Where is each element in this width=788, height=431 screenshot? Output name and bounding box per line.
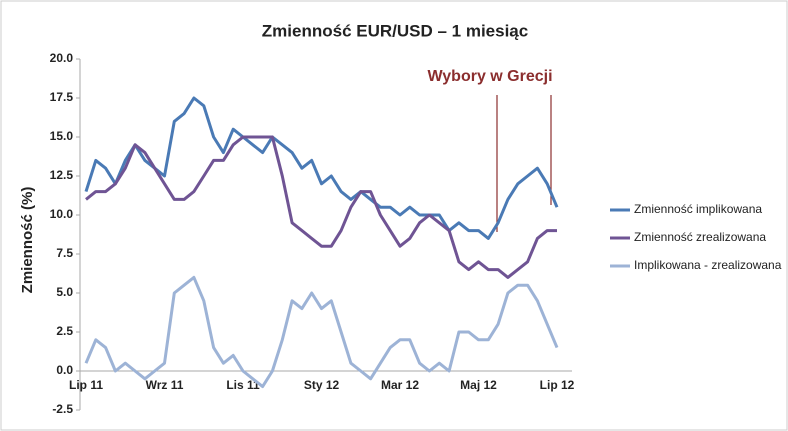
annotation: Wybory w Grecji	[427, 68, 552, 85]
series-line	[84, 275, 559, 389]
y-tick-label: 0.0	[56, 363, 73, 377]
x-tick-label: Maj 12	[460, 378, 497, 392]
legend-label: Zmienność implikowana	[634, 202, 762, 216]
series-line	[85, 135, 557, 279]
y-tick-label: 20.0	[50, 51, 74, 65]
x-tick-label: Lip 11	[69, 378, 103, 392]
x-tick-label: Sty 12	[304, 378, 340, 392]
y-tick-label: 2.5	[56, 324, 73, 338]
legend-label: Zmienność zrealizowana	[634, 230, 766, 244]
y-axis-label: Zmienność (%)	[19, 187, 36, 294]
chart-title: Zmienność EUR/USD – 1 miesiąc	[262, 21, 528, 40]
y-tick-label: 12.5	[50, 168, 74, 182]
y-tick-label: 5.0	[56, 285, 73, 299]
series-line	[84, 96, 559, 240]
y-tick-label: 15.0	[50, 129, 74, 143]
y-tick-label: 7.5	[56, 246, 73, 260]
x-tick-label: Lip 12	[540, 378, 575, 392]
legend-label: Implikowana - zrealizowana	[634, 258, 782, 272]
y-tick-label: 10.0	[50, 207, 74, 221]
y-tick-label: 17.5	[50, 90, 74, 104]
x-tick-label: Lis 11	[226, 378, 260, 392]
x-tick-label: Wrz 11	[146, 378, 184, 392]
y-tick-label: -2.5	[52, 402, 73, 416]
x-tick-label: Mar 12	[381, 378, 419, 392]
